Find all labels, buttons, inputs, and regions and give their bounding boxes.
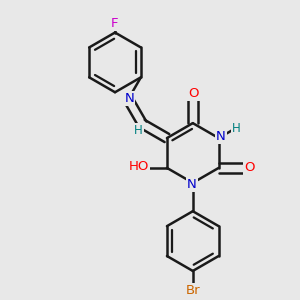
- Text: F: F: [110, 16, 118, 30]
- Text: Br: Br: [185, 284, 200, 297]
- Text: O: O: [244, 161, 254, 174]
- Text: HO: HO: [129, 160, 149, 173]
- Text: O: O: [188, 87, 199, 100]
- Text: H: H: [232, 122, 240, 135]
- Text: H: H: [134, 124, 143, 137]
- Text: N: N: [124, 92, 134, 105]
- Text: N: N: [187, 178, 197, 191]
- Text: N: N: [216, 130, 226, 142]
